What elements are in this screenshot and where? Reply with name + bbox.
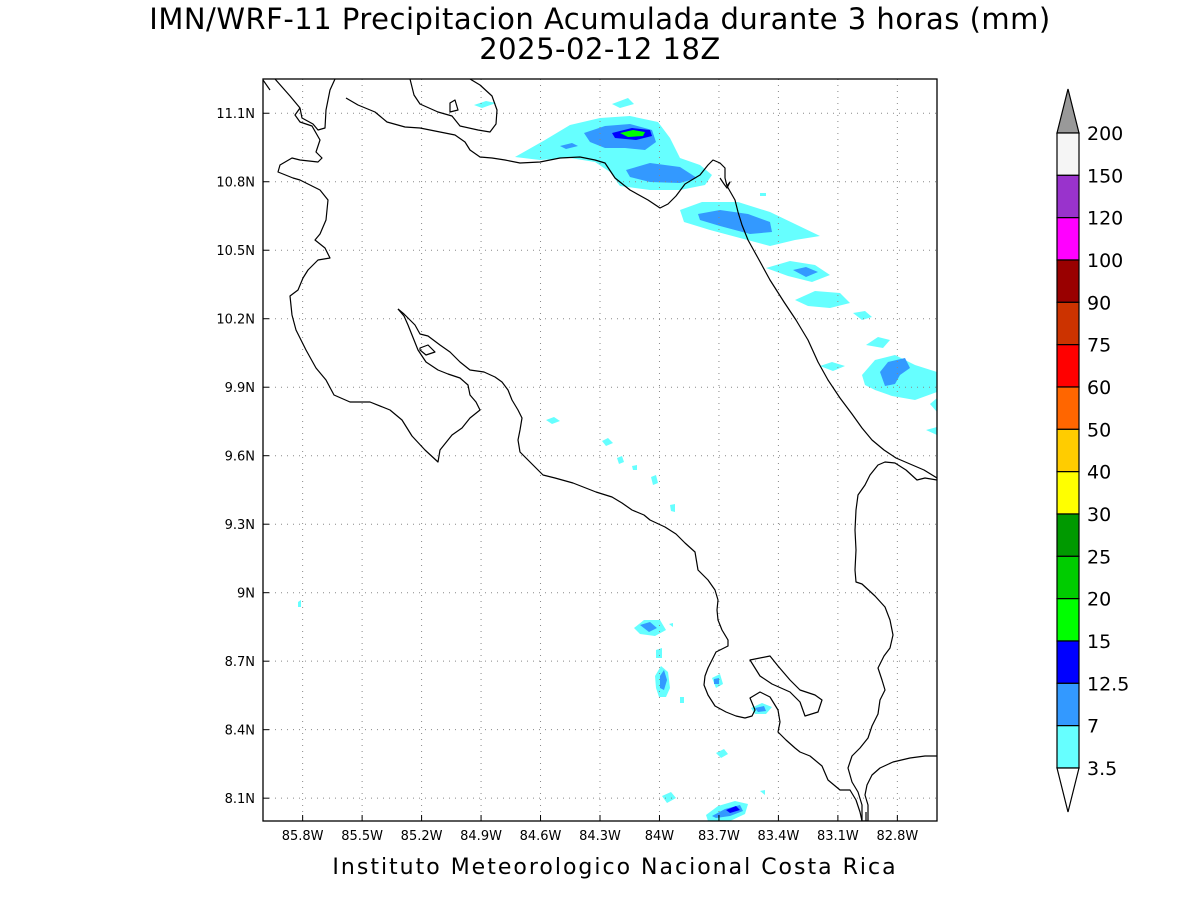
lat-tick-label: 8.7N: [225, 655, 255, 670]
colorbar-swatch: [1056, 217, 1080, 261]
colorbar-label: 25: [1087, 546, 1111, 568]
colorbar-swatch: [1056, 555, 1080, 600]
lat-tick-label: 8.1N: [225, 792, 255, 807]
colorbar-label: 12.5: [1087, 673, 1129, 695]
colorbar-swatch: [1056, 132, 1080, 176]
lon-tick-label: 84.6W: [520, 829, 562, 844]
lat-tick-label: 8.4N: [225, 724, 255, 739]
colorbar-label: 90: [1087, 292, 1111, 314]
map-datetime: 2025-02-12 18Z: [479, 32, 721, 66]
colorbar-label: 50: [1087, 419, 1111, 441]
lat-tick-label: 11.1N: [216, 107, 255, 122]
colorbar-swatch: [1056, 301, 1080, 346]
colorbar-label: 75: [1087, 335, 1111, 357]
colorbar-swatch: [1056, 386, 1080, 430]
colorbar-swatch: [1056, 259, 1080, 303]
colorbar-swatch: [1056, 513, 1080, 557]
lon-tick-label: 83.7W: [698, 829, 740, 844]
lat-tick-label: 9.9N: [225, 381, 255, 396]
precip-3.5mm: [298, 98, 937, 821]
colorbar-swatch: [1056, 725, 1080, 769]
lat-tick-label: 9.3N: [225, 518, 255, 533]
colorbar-swatch: [1056, 174, 1080, 219]
lon-tick-label: 83.4W: [758, 829, 800, 844]
coastline: [263, 79, 937, 821]
lat-tick-label: 10.2N: [216, 313, 255, 328]
footer-credit: Instituto Meteorologico Nacional Costa R…: [332, 855, 898, 880]
colorbar-under-triangle: [1056, 767, 1080, 813]
grid-lines: [263, 79, 937, 821]
lon-tick-label: 83.1W: [817, 829, 859, 844]
colorbar-swatch: [1056, 682, 1080, 727]
lat-tick-label: 9N: [237, 587, 255, 602]
latitude-labels: 11.1N 10.8N 10.5N 10.2N 9.9N 9.6N 9.3N 9N 8.7N 8.…: [216, 107, 269, 807]
colorbar-swatch: [1056, 428, 1080, 473]
colorbar-label: 40: [1087, 462, 1111, 484]
colorbar-swatch: [1056, 344, 1080, 388]
colorbar-legend: 200 150 120 100 90 75 60 50 40 30 25 20 15 12.5 7 3.5: [1056, 88, 1129, 813]
colorbar-swatch: [1056, 640, 1080, 684]
colorbar-label: 200: [1087, 123, 1123, 145]
lon-tick-label: 85.8W: [282, 829, 324, 844]
colorbar-label: 60: [1087, 377, 1111, 399]
map-title: IMN/WRF-11 Precipitacion Acumulada duran…: [149, 2, 1051, 36]
colorbar-label: 15: [1087, 631, 1111, 653]
colorbar-label: 20: [1087, 589, 1111, 611]
lat-tick-label: 10.5N: [216, 244, 255, 259]
longitude-labels: 85.8W 85.5W 85.2W 84.9W 84.6W 84.3W 84W 83.7W 83…: [282, 815, 918, 844]
colorbar-over-triangle: [1056, 88, 1080, 134]
lon-tick-label: 85.5W: [341, 829, 383, 844]
lon-tick-label: 84.9W: [460, 829, 502, 844]
colorbar-label: 120: [1087, 208, 1123, 230]
lon-tick-label: 84.3W: [579, 829, 621, 844]
colorbar-swatch: [1056, 598, 1080, 642]
colorbar-label: 150: [1087, 165, 1123, 187]
colorbar-label: 100: [1087, 250, 1123, 272]
precipitation-field: [298, 98, 937, 821]
lat-tick-label: 10.8N: [216, 176, 255, 191]
lon-tick-label: 85.2W: [401, 829, 443, 844]
lon-tick-label: 84W: [645, 829, 675, 844]
colorbar-label: 30: [1087, 504, 1111, 526]
colorbar-swatch: [1056, 471, 1080, 515]
precip-7mm: [560, 124, 910, 818]
precip-15mm: [620, 130, 645, 137]
lat-tick-label: 9.6N: [225, 450, 255, 465]
lon-tick-label: 82.8W: [876, 829, 918, 844]
colorbar-label: 7: [1087, 716, 1099, 738]
colorbar-label: 3.5: [1087, 758, 1117, 780]
